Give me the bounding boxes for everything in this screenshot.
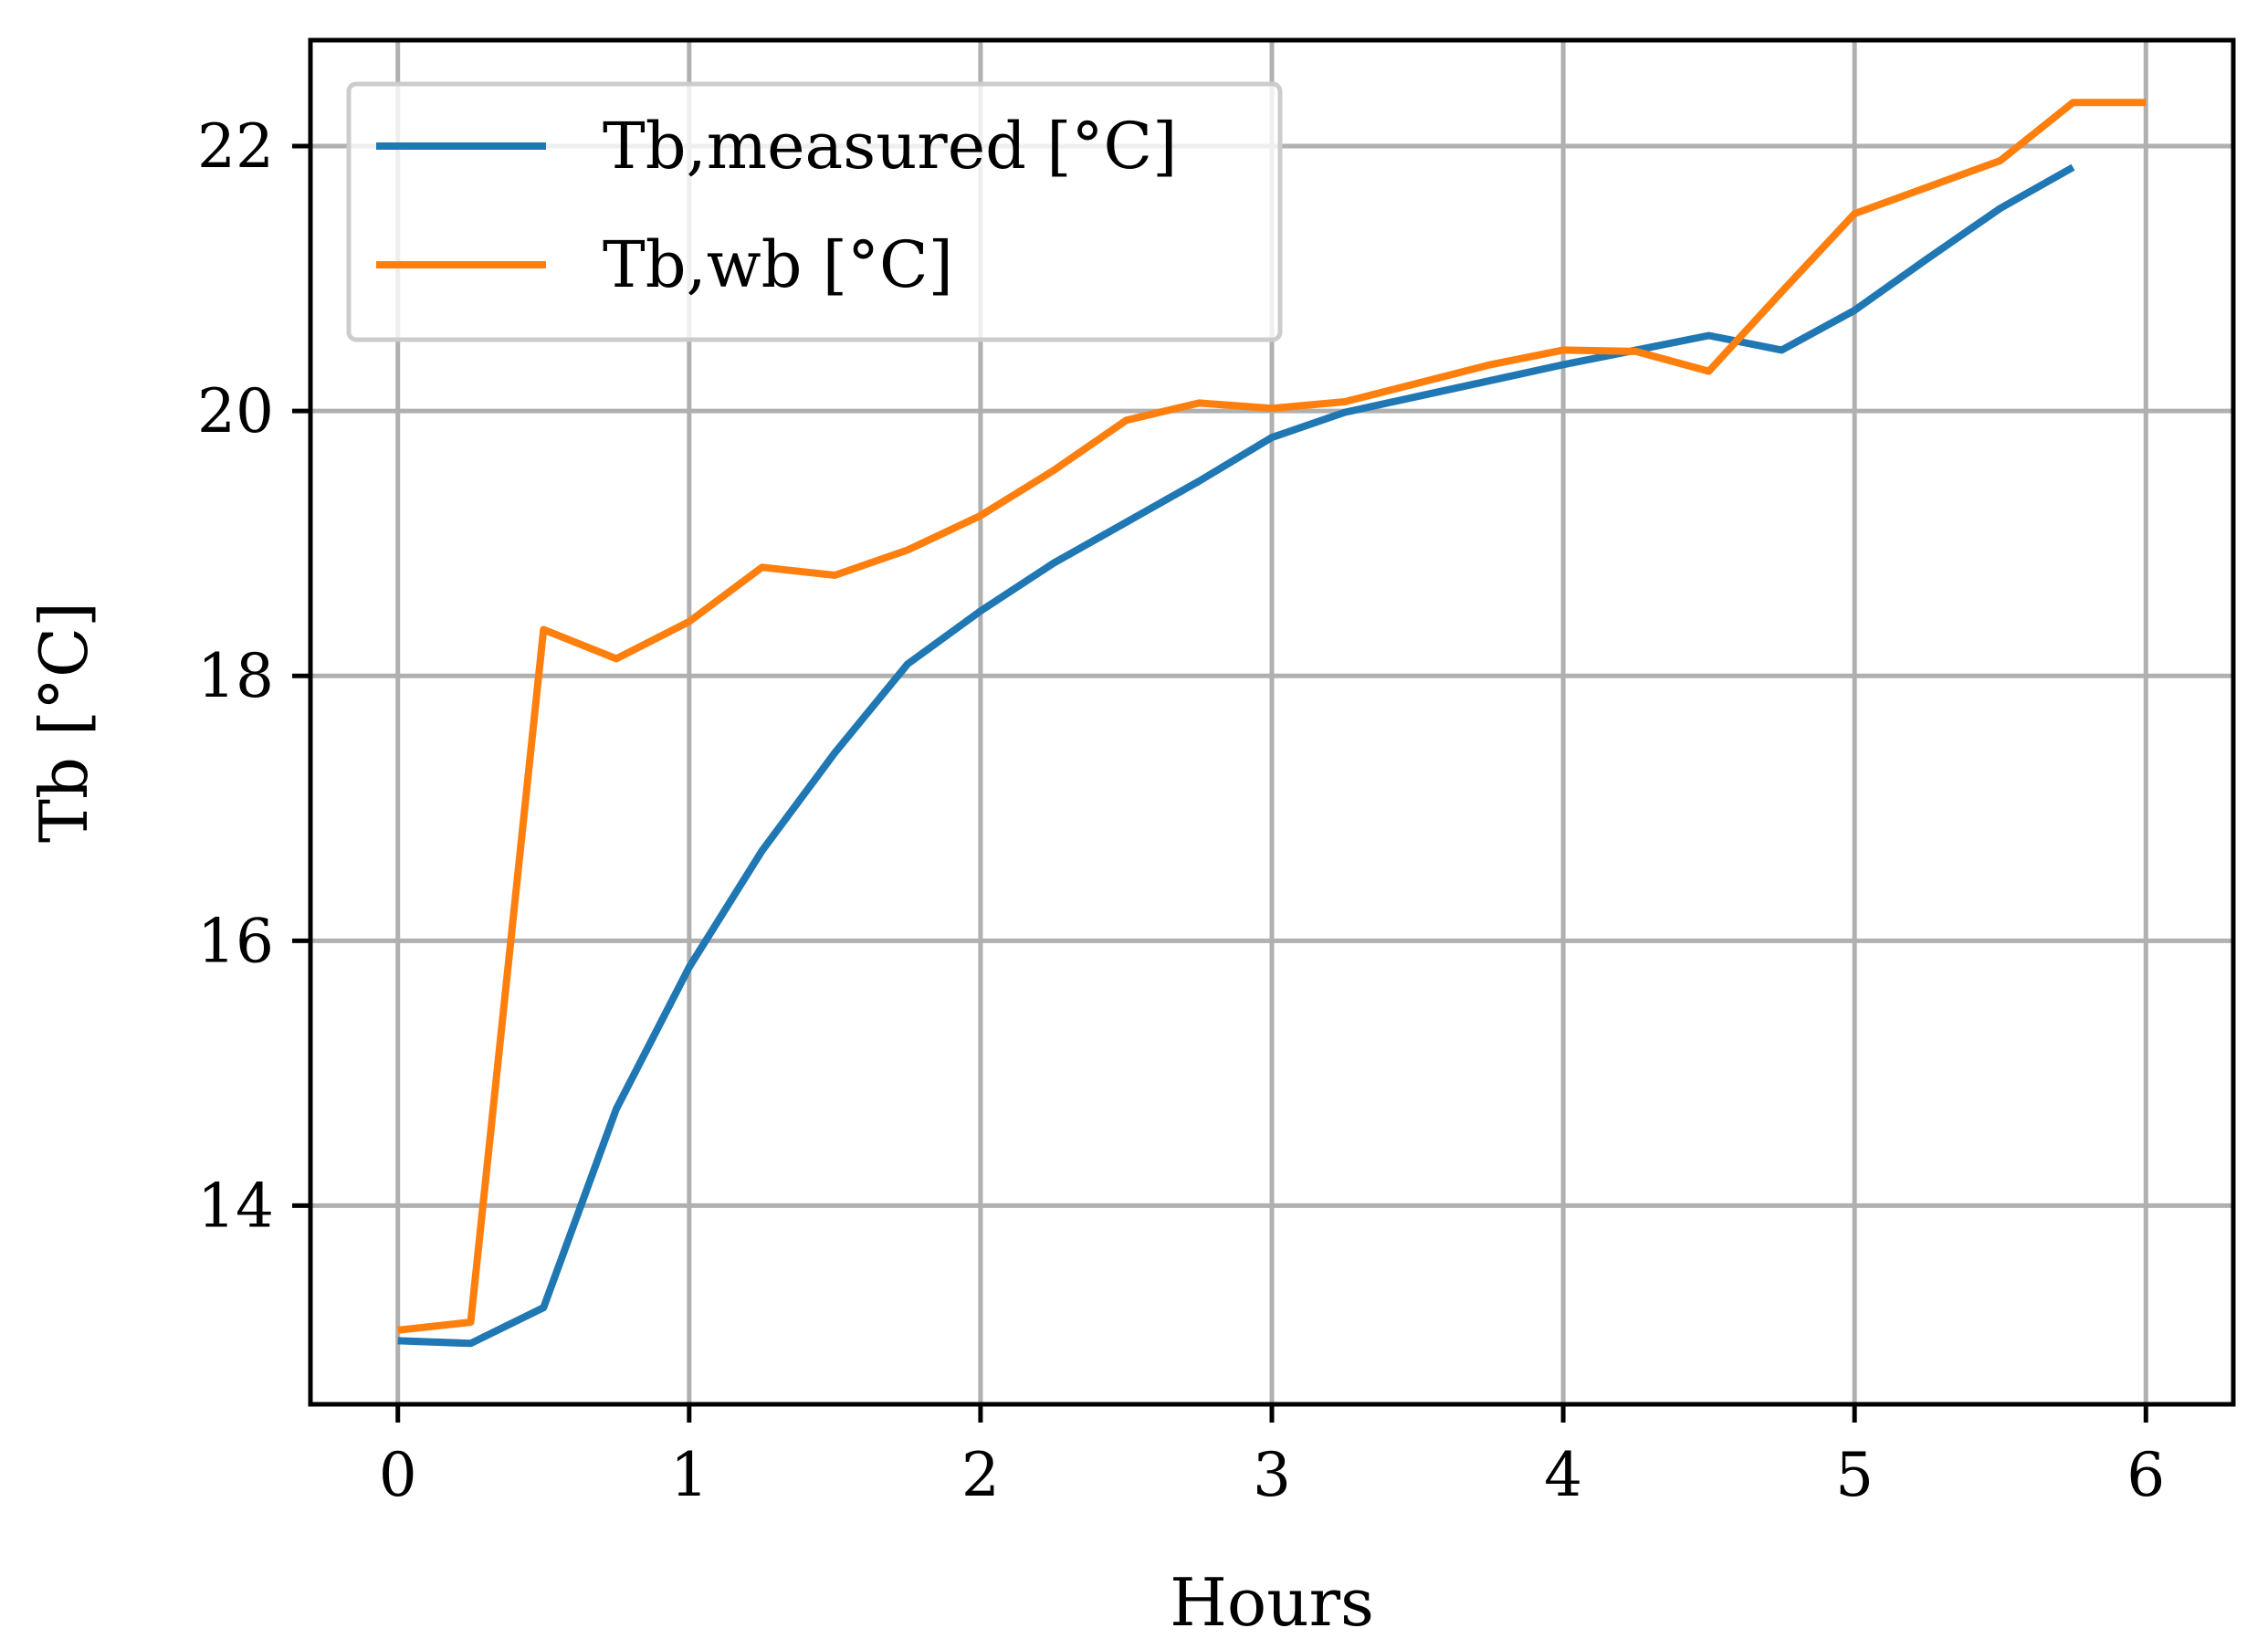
y-axis-ticks: 14 16 18 20 22	[197, 111, 310, 1241]
series-line-0	[397, 163, 2075, 1348]
y-tick-label: 14	[197, 1171, 274, 1241]
legend-label-wb: Tb,wb [°C]	[603, 227, 953, 302]
legend-box	[346, 81, 1283, 342]
x-tick-label: 0	[379, 1440, 417, 1510]
x-tick-label: 1	[670, 1440, 709, 1510]
legend-label-measured: Tb,measured [°C]	[603, 109, 1177, 184]
x-tick-label: 6	[2126, 1440, 2165, 1510]
x-tick-label: 3	[1253, 1440, 1291, 1510]
x-tick-label: 5	[1835, 1440, 1874, 1510]
y-tick-label: 16	[197, 906, 274, 976]
x-tick-label: 4	[1544, 1440, 1582, 1510]
y-tick-label: 22	[197, 111, 274, 182]
legend: Tb,measured [°C] Tb,wb [°C]	[346, 81, 1283, 342]
y-axis-label: Tb [°C]	[26, 602, 102, 843]
x-tick-label: 2	[961, 1440, 1000, 1510]
x-axis-label: Hours	[1170, 1564, 1374, 1641]
y-tick-label: 20	[197, 376, 274, 446]
y-tick-label: 18	[197, 641, 274, 711]
x-axis-ticks: 0 1 2 3 4 5 6	[379, 1404, 2165, 1510]
data-series	[397, 99, 2147, 1348]
series-line-1	[397, 99, 2147, 1334]
